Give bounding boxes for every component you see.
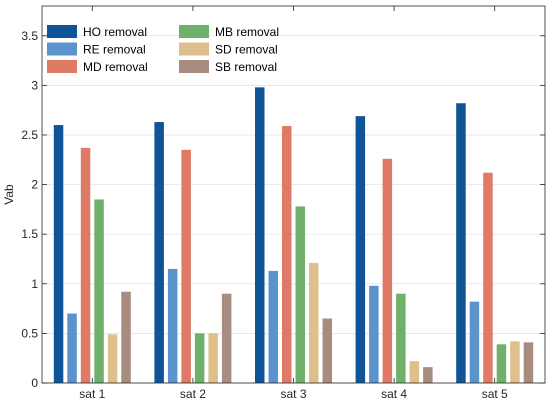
bar-md-removal-sat-1 — [80, 147, 91, 383]
bar-re-removal-sat-3 — [268, 270, 278, 383]
y-tick-label: 1.5 — [21, 227, 38, 241]
bar-ho-removal-sat-3 — [255, 87, 265, 383]
bar-mb-removal-sat-3 — [295, 206, 305, 383]
legend-label-mb-removal: MB removal — [215, 25, 279, 39]
bar-sd-removal-sat-5 — [510, 341, 520, 383]
bar-sd-removal-sat-1 — [107, 334, 118, 383]
y-tick-label: 2.5 — [21, 128, 38, 142]
bar-mb-removal-sat-2 — [194, 333, 205, 383]
bar-md-removal-sat-5 — [483, 172, 493, 383]
x-tick-label: sat 1 — [79, 387, 105, 401]
y-tick-label: 1 — [31, 277, 38, 291]
y-tick-label: 2 — [31, 178, 38, 192]
legend-swatch-mb-removal — [179, 25, 209, 38]
bar-sd-removal-sat-4 — [409, 361, 420, 383]
y-axis-ticks: 0 0.5 1 1.5 2 2.5 3 3.5 — [21, 29, 545, 390]
bar-sb-removal-sat-5 — [523, 342, 534, 383]
bar-md-removal-sat-3 — [282, 126, 292, 383]
legend: HO removal RE removal MD removal MB removal… — [47, 25, 279, 74]
bar-ho-removal-sat-1 — [53, 125, 64, 383]
x-tick-label: sat 2 — [180, 387, 206, 401]
bar-sb-removal-sat-2 — [221, 293, 232, 383]
legend-swatch-ho-removal — [47, 25, 77, 38]
bar-mb-removal-sat-5 — [496, 344, 507, 383]
bar-sb-removal-sat-1 — [121, 291, 131, 383]
x-tick-label: sat 5 — [482, 387, 508, 401]
bar-sd-removal-sat-3 — [309, 262, 319, 383]
bar-sb-removal-sat-4 — [423, 367, 433, 383]
bar-ho-removal-sat-4 — [355, 116, 366, 383]
y-tick-label: 3 — [31, 78, 38, 92]
legend-label-sb-removal: SB removal — [215, 60, 277, 74]
bar-mb-removal-sat-1 — [94, 199, 104, 383]
legend-swatch-sd-removal — [179, 42, 209, 56]
bar-re-removal-sat-4 — [369, 285, 379, 383]
bar-re-removal-sat-1 — [67, 313, 77, 383]
y-tick-label: 3.5 — [21, 29, 38, 43]
bar-ho-removal-sat-5 — [456, 103, 466, 383]
legend-label-re-removal: RE removal — [83, 43, 146, 57]
bar-ho-removal-sat-2 — [154, 122, 164, 383]
legend-swatch-re-removal — [47, 42, 77, 56]
bars — [53, 87, 534, 383]
legend-label-ho-removal: HO removal — [83, 25, 147, 39]
bar-md-removal-sat-4 — [382, 158, 393, 383]
bar-md-removal-sat-2 — [181, 149, 191, 383]
x-tick-label: sat 4 — [381, 387, 407, 401]
bar-re-removal-sat-5 — [469, 301, 480, 383]
legend-swatch-md-removal — [47, 60, 77, 73]
legend-swatch-sb-removal — [179, 60, 209, 73]
y-tick-label: 0 — [31, 376, 38, 390]
x-axis-ticks: sat 1 sat 2 sat 3 sat 4 sat 5 — [79, 6, 508, 401]
legend-label-md-removal: MD removal — [83, 60, 148, 74]
bar-sd-removal-sat-2 — [208, 333, 218, 383]
bar-sb-removal-sat-3 — [322, 318, 332, 383]
y-tick-label: 0.5 — [21, 326, 38, 340]
bar-re-removal-sat-2 — [167, 268, 178, 383]
y-axis-label: Vab — [2, 184, 16, 205]
x-tick-label: sat 3 — [280, 387, 306, 401]
legend-label-sd-removal: SD removal — [215, 43, 278, 57]
bar-mb-removal-sat-4 — [396, 293, 406, 383]
